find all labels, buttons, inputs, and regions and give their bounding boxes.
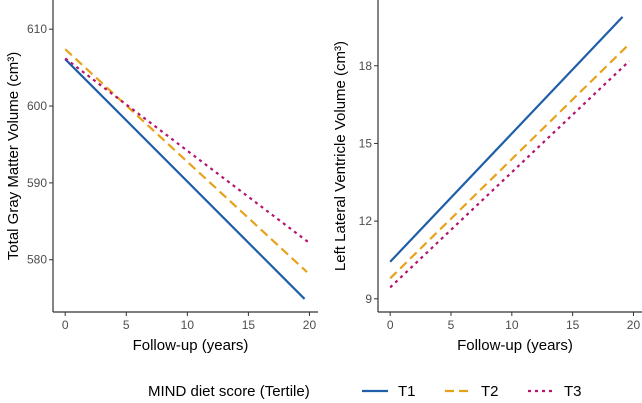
y-tick-label: 12 — [359, 214, 373, 228]
legend-label-T2: T2 — [481, 383, 499, 400]
panel-2: 0 5 10 15 20 9 12 15 18 Follow-up (years) Left Lat… — [332, 0, 642, 354]
legend-label-T3: T3 — [564, 383, 582, 400]
series-line-T2 — [389, 45, 629, 280]
x-axis-label: Follow-up (years) — [133, 337, 249, 354]
y-tick-label: 590 — [27, 176, 47, 190]
x-tick-label: 10 — [181, 318, 195, 332]
y-tick-label: 18 — [359, 59, 373, 73]
series-line-T1 — [64, 58, 306, 300]
legend-label-T1: T1 — [398, 383, 416, 400]
legend: T1 T2 T3 — [362, 383, 582, 400]
series-line-T3 — [389, 60, 630, 289]
x-axis-label: Follow-up (years) — [457, 337, 573, 354]
y-axis-label: Left Lateral Ventricle Volume (cm³) — [332, 41, 349, 271]
legend-title: MIND diet score (Tertile) — [148, 383, 310, 400]
x-tick-label: 5 — [123, 318, 130, 332]
y-tick-label: 610 — [27, 22, 47, 36]
y-tick-label: 600 — [27, 99, 47, 113]
x-tick-label: 15 — [242, 318, 256, 332]
y-tick-label: 15 — [359, 136, 373, 150]
x-tick-label: 15 — [566, 318, 580, 332]
x-tick-label: 10 — [505, 318, 519, 332]
x-tick-label: 5 — [448, 318, 455, 332]
x-tick-label: 20 — [303, 318, 317, 332]
y-axis-label: Total Gray Matter Volume (cm³) — [5, 52, 22, 260]
y-tick-label: 9 — [365, 292, 372, 306]
x-tick-label: 0 — [387, 318, 394, 332]
series-line-T1 — [389, 16, 624, 263]
x-tick-label: 0 — [62, 318, 69, 332]
series-line-T3 — [64, 57, 309, 243]
panel-1: 0 5 10 15 20 580 590 600 610 Follow-up (years) Tot… — [5, 0, 318, 354]
series-line-T2 — [64, 48, 308, 273]
y-tick-label: 580 — [27, 253, 47, 267]
x-tick-label: 20 — [627, 318, 641, 332]
